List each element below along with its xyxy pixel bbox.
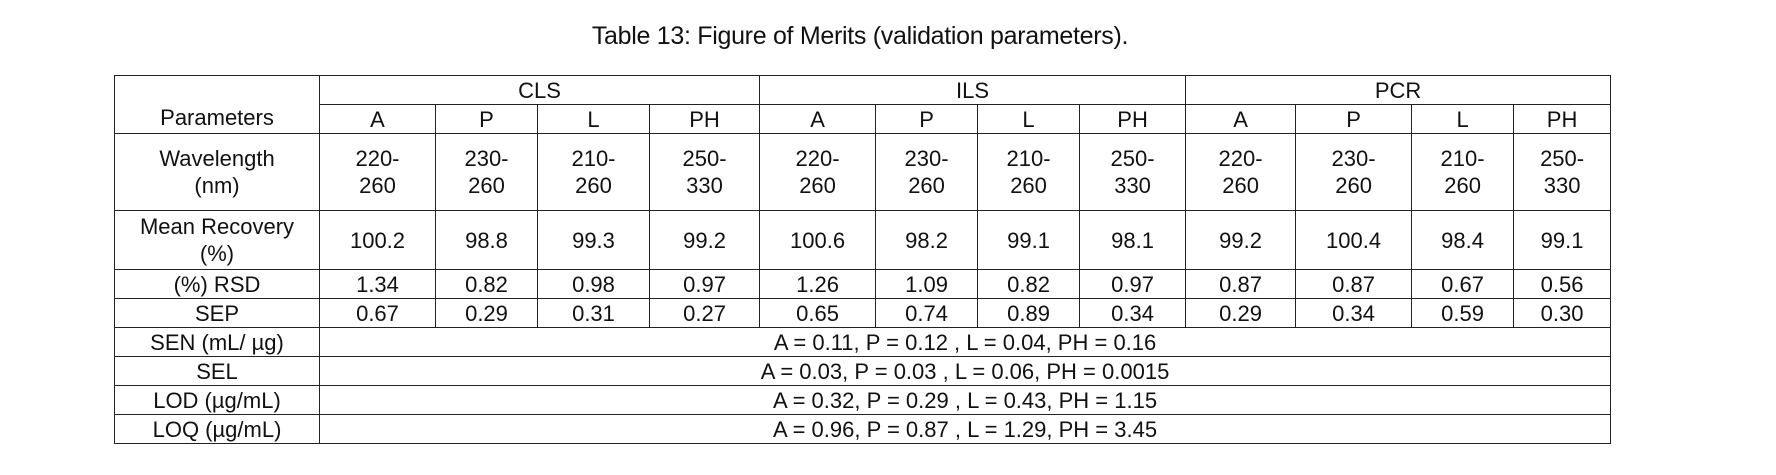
sub-header: A: [319, 104, 436, 134]
table-cell: 220- 260: [319, 133, 436, 211]
table-cell: 210- 260: [537, 133, 650, 211]
table-cell: 0.27: [648, 298, 761, 328]
row-label: SEP: [114, 298, 320, 328]
table-cell: 99.2: [1185, 210, 1297, 270]
sub-header: L: [977, 104, 1081, 134]
table-cell: 0.87: [1295, 269, 1413, 299]
table-cell: 0.97: [1079, 269, 1187, 299]
table-cell: 230- 260: [435, 133, 538, 211]
table-cell: 0.87: [1185, 269, 1297, 299]
sub-header: A: [1185, 104, 1297, 134]
sub-header: PH: [1513, 104, 1612, 134]
sub-header: P: [1295, 104, 1413, 134]
table-cell: 230- 260: [875, 133, 979, 211]
table-row: SEP 0.67 0.29 0.31 0.27 0.65 0.74 0.89 0…: [114, 298, 1612, 328]
table-cell: 0.34: [1079, 298, 1187, 328]
table-cell: 220- 260: [1185, 133, 1297, 211]
table-cell: 230- 260: [1295, 133, 1413, 211]
summary-cell: A = 0.03, P = 0.03 , L = 0.06, PH = 0.00…: [318, 356, 1612, 386]
sub-header: PH: [1079, 104, 1187, 134]
table-cell: 99.1: [1513, 210, 1612, 270]
summary-row: SEL A = 0.03, P = 0.03 , L = 0.06, PH = …: [114, 356, 1612, 386]
table-cell: 100.6: [759, 210, 877, 270]
table-cell: 0.56: [1513, 269, 1612, 299]
summary-cell: A = 0.96, P = 0.87 , L = 1.29, PH = 3.45: [318, 414, 1612, 444]
sub-header: P: [435, 104, 538, 134]
summary-cell: A = 0.11, P = 0.12 , L = 0.04, PH = 0.16: [318, 327, 1612, 357]
parameters-header: Parameters: [114, 75, 320, 134]
table-cell: 98.4: [1411, 210, 1515, 270]
sub-header: L: [1411, 104, 1515, 134]
table-cell: 0.67: [1411, 269, 1515, 299]
table-cell: 98.1: [1079, 210, 1187, 270]
table-cell: 250- 330: [1079, 133, 1187, 211]
table-cell: 0.82: [435, 269, 538, 299]
row-label: SEL: [114, 356, 320, 386]
table-cell: 1.34: [319, 269, 436, 299]
row-label: LOQ (µg/mL): [114, 414, 320, 444]
table-cell: 0.74: [875, 298, 979, 328]
table-cell: 0.89: [977, 298, 1081, 328]
table-cell: 0.29: [435, 298, 538, 328]
summary-row: LOQ (µg/mL) A = 0.96, P = 0.87 , L = 1.2…: [114, 414, 1612, 444]
summary-row: LOD (µg/mL) A = 0.32, P = 0.29 , L = 0.4…: [114, 385, 1612, 415]
method-header-ils: ILS: [759, 75, 1187, 105]
table-cell: 0.67: [319, 298, 436, 328]
method-header-cls: CLS: [318, 75, 761, 105]
row-label: Wavelength (nm): [114, 133, 320, 211]
table-cell: 98.8: [435, 210, 538, 270]
table-cell: 99.3: [537, 210, 650, 270]
table-row: Wavelength (nm) 220- 260 230- 260 210- 260 2…: [114, 133, 1612, 211]
table-caption: Table 13: Figure of Merits (validation p…: [591, 22, 1129, 50]
table-cell: 210- 260: [1411, 133, 1515, 211]
table-cell: 0.30: [1513, 298, 1612, 328]
sub-header: L: [537, 104, 650, 134]
table-cell: 0.82: [977, 269, 1081, 299]
table-cell: 0.34: [1295, 298, 1413, 328]
row-label: SEN (mL/ µg): [114, 327, 320, 357]
row-label: Mean Recovery (%): [114, 210, 320, 270]
row-label: LOD (µg/mL): [114, 385, 320, 415]
table-cell: 0.59: [1411, 298, 1515, 328]
table-cell: 0.97: [648, 269, 761, 299]
sub-header: P: [875, 104, 979, 134]
table-cell: 98.2: [875, 210, 979, 270]
table-row: (%) RSD 1.34 0.82 0.98 0.97 1.26 1.09 0.…: [114, 269, 1612, 299]
table-cell: 100.2: [319, 210, 436, 270]
table-cell: 100.4: [1295, 210, 1413, 270]
table-cell: 250- 330: [1513, 133, 1612, 211]
table-cell: 210- 260: [977, 133, 1081, 211]
table-cell: 0.98: [537, 269, 650, 299]
table-cell: 1.09: [875, 269, 979, 299]
summary-cell: A = 0.32, P = 0.29 , L = 0.43, PH = 1.15: [318, 385, 1612, 415]
table-cell: 1.26: [759, 269, 877, 299]
table-cell: 0.65: [759, 298, 877, 328]
table-cell: 220- 260: [759, 133, 877, 211]
table-cell: 0.29: [1185, 298, 1297, 328]
method-header-pcr: PCR: [1185, 75, 1612, 105]
table-cell: 99.1: [977, 210, 1081, 270]
summary-row: SEN (mL/ µg) A = 0.11, P = 0.12 , L = 0.…: [114, 327, 1612, 357]
sub-header: PH: [648, 104, 761, 134]
table-cell: 99.2: [648, 210, 761, 270]
row-label: (%) RSD: [114, 269, 320, 299]
sub-header: A: [759, 104, 877, 134]
table-row: Mean Recovery (%) 100.2 98.8 99.3 99.2 10…: [114, 210, 1612, 270]
table-cell: 250- 330: [648, 133, 761, 211]
figure-of-merits-table: Parameters CLS ILS PCR A P L PH A P L PH…: [114, 75, 1612, 444]
table-cell: 0.31: [537, 298, 650, 328]
